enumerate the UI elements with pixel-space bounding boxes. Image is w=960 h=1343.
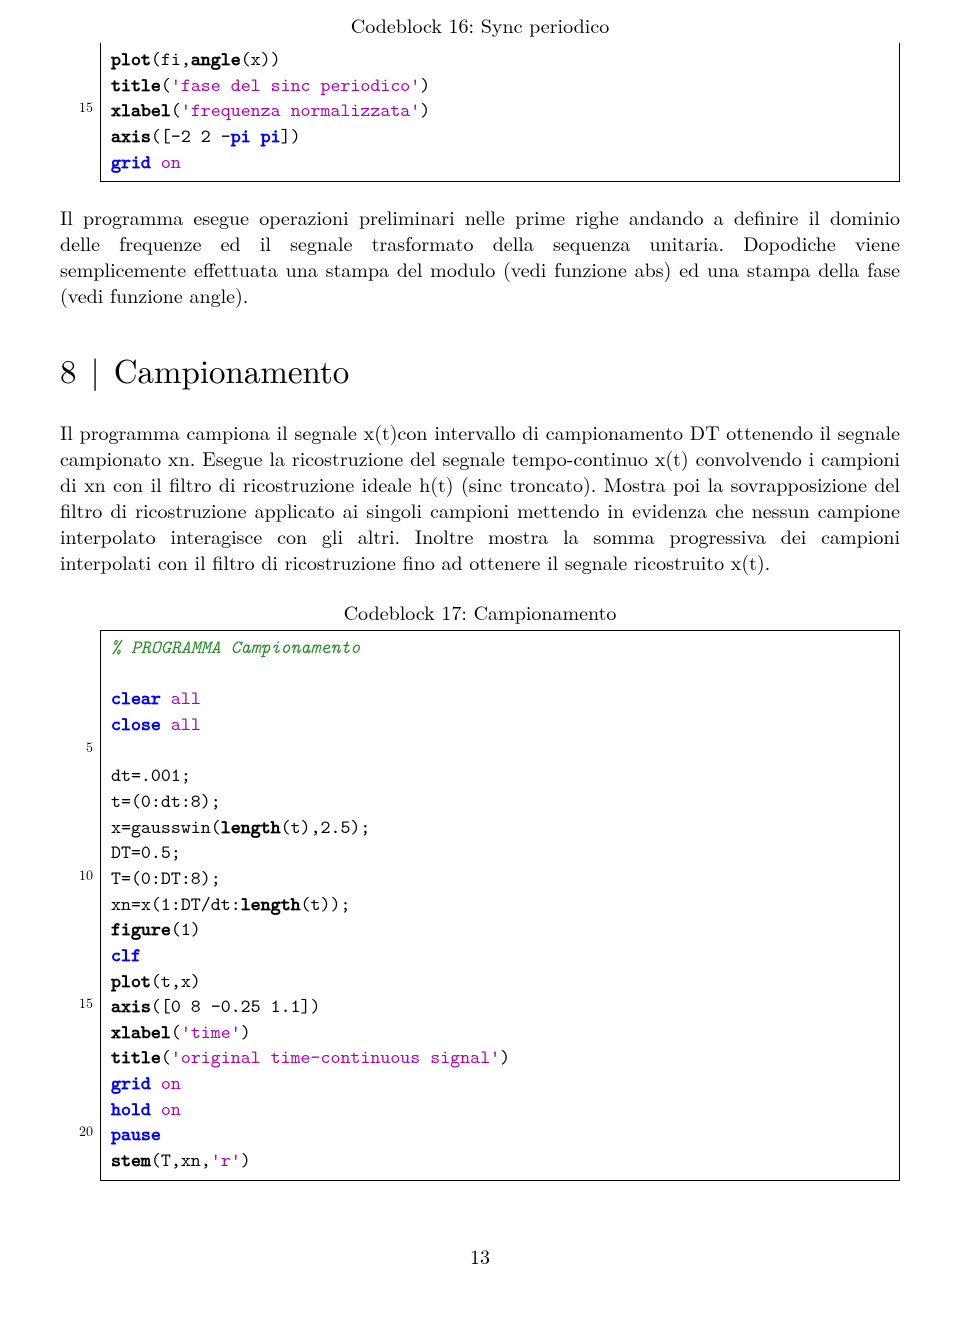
code-line: plot(fi,angle(x)) <box>111 47 889 73</box>
code-line: close all <box>111 712 889 738</box>
code-content: clf <box>111 943 141 969</box>
page-number: 13 <box>60 1241 900 1270</box>
code-line: figure(1) <box>111 917 889 943</box>
code-line: DT=0.5; <box>111 840 889 866</box>
code-line: 5 <box>111 738 889 764</box>
code-content: pause <box>111 1122 161 1148</box>
codeblock-2: % PROGRAMMA Campionamento clear allclose… <box>100 630 900 1180</box>
code-content: stem(T,xn,'r') <box>111 1148 251 1174</box>
code-line: xn=x(1:DT/dt:length(t)); <box>111 892 889 918</box>
section-bar: | <box>91 346 100 393</box>
code-line: % PROGRAMMA Campionamento <box>111 635 889 661</box>
code-content: DT=0.5; <box>111 840 181 866</box>
line-number: 15 <box>63 98 93 117</box>
line-number: 5 <box>63 738 93 757</box>
line-number: 15 <box>63 994 93 1013</box>
code-content: grid on <box>111 150 181 176</box>
code-content: title('original time-continuous signal') <box>111 1045 510 1071</box>
section-heading: 8 | Campionamento <box>60 346 900 393</box>
line-number: 10 <box>63 866 93 885</box>
code-content: axis([0 8 -0.25 1.1]) <box>111 994 320 1020</box>
code-content <box>111 738 121 764</box>
code-content: x=gausswin(length(t),2.5); <box>111 815 370 841</box>
code-line: 10T=(0:DT:8); <box>111 866 889 892</box>
code-content: figure(1) <box>111 917 201 943</box>
code-line: hold on <box>111 1097 889 1123</box>
code-content: plot(t,x) <box>111 969 201 995</box>
code-content: clear all <box>111 686 201 712</box>
code-content: close all <box>111 712 201 738</box>
code-line: 20pause <box>111 1122 889 1148</box>
code-line: title('fase del sinc periodico') <box>111 73 889 99</box>
code-content: grid on <box>111 1071 181 1097</box>
page: Codeblock 16: Sync periodico plot(fi,ang… <box>0 10 960 1310</box>
code-line: clear all <box>111 686 889 712</box>
code-content <box>111 661 121 687</box>
paragraph-1: Il programma esegue operazioni prelimina… <box>60 204 900 308</box>
code-content: xlabel('time') <box>111 1020 251 1046</box>
code-content: plot(fi,angle(x)) <box>111 47 281 73</box>
code-line: axis([-2 2 -pi pi]) <box>111 124 889 150</box>
code-line: plot(t,x) <box>111 969 889 995</box>
code-content: xn=x(1:DT/dt:length(t)); <box>111 892 350 918</box>
code-content: T=(0:DT:8); <box>111 866 221 892</box>
code-content: xlabel('frequenza normalizzata') <box>111 98 430 124</box>
code-line: grid on <box>111 150 889 176</box>
paragraph-2: Il programma campiona il segnale x(t)con… <box>60 419 900 575</box>
codeblock-caption-1: Codeblock 16: Sync periodico <box>60 10 900 39</box>
code-content: hold on <box>111 1097 181 1123</box>
codeblock-caption-2: Codeblock 17: Campionamento <box>60 597 900 626</box>
code-content: t=(0:dt:8); <box>111 789 221 815</box>
code-line: clf <box>111 943 889 969</box>
code-line: xlabel('time') <box>111 1020 889 1046</box>
code-line: 15xlabel('frequenza normalizzata') <box>111 98 889 124</box>
code-line: t=(0:dt:8); <box>111 789 889 815</box>
code-content: title('fase del sinc periodico') <box>111 73 430 99</box>
section-title: Campionamento <box>114 346 350 393</box>
code-line: stem(T,xn,'r') <box>111 1148 889 1174</box>
code-line: title('original time-continuous signal') <box>111 1045 889 1071</box>
code-content: axis([-2 2 -pi pi]) <box>111 124 301 150</box>
code-line: x=gausswin(length(t),2.5); <box>111 815 889 841</box>
line-number: 20 <box>63 1122 93 1141</box>
code-content: dt=.001; <box>111 763 191 789</box>
code-line: grid on <box>111 1071 889 1097</box>
codeblock-1: plot(fi,angle(x))title('fase del sinc pe… <box>100 43 900 182</box>
code-line: dt=.001; <box>111 763 889 789</box>
section-number: 8 <box>60 346 77 393</box>
code-content: % PROGRAMMA Campionamento <box>111 635 360 661</box>
code-line <box>111 661 889 687</box>
code-line: 15axis([0 8 -0.25 1.1]) <box>111 994 889 1020</box>
